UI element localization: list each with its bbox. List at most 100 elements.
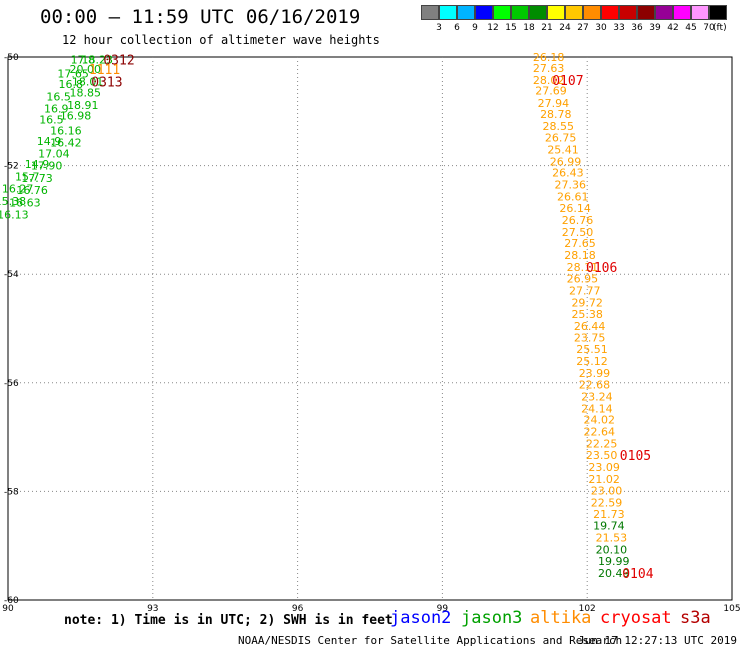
legend-swatch	[583, 5, 601, 20]
color-legend: 3 6 9 12 15 18 21 24 27 30 33 36 39 42 45 70 (ft)	[421, 5, 727, 34]
legend-label: 33	[613, 23, 625, 33]
wave-height-label: 16.5	[46, 91, 71, 104]
wave-height-label: 25.38	[571, 308, 603, 321]
wave-height-label: 27.94	[538, 97, 570, 110]
wave-height-label: 23.09	[588, 461, 620, 474]
sat-jason2: jason2	[390, 608, 452, 628]
wave-height-label: 29.72	[571, 296, 603, 309]
legend-label: 18	[523, 23, 535, 33]
wave-height-label: 14.9	[25, 158, 50, 171]
wave-height-label: 26.43	[552, 167, 584, 180]
wave-height-label: 22.59	[591, 496, 623, 509]
y-tick-label: -50	[4, 53, 19, 63]
wave-height-label: 26.75	[545, 131, 577, 144]
pass-time-label: 0104	[622, 567, 653, 582]
x-tick-label: 102	[579, 604, 596, 614]
legend-label: 12	[487, 23, 499, 33]
wave-height-label: 17.04	[38, 148, 70, 161]
wave-height-label: 20.00	[69, 63, 101, 76]
legend-swatch	[439, 5, 457, 20]
wave-height-label: 18.91	[67, 99, 99, 112]
wave-height-label: 27.77	[569, 284, 601, 297]
legend-swatch	[511, 5, 529, 20]
wave-height-label: 19.74	[593, 520, 625, 533]
wave-height-label: 26.95	[567, 273, 599, 286]
wave-height-label: 23.75	[574, 332, 606, 345]
wave-height-label: 21.02	[588, 473, 620, 486]
wave-height-label: 26.61	[557, 191, 589, 204]
pass-time-label: 0105	[620, 449, 651, 464]
wave-height-label: 25.12	[576, 355, 608, 368]
legend-swatches	[421, 5, 727, 20]
y-tick-label: -52	[4, 162, 19, 172]
wave-height-label: 17.8	[71, 54, 96, 67]
legend-swatch	[565, 5, 583, 20]
wave-height-label: 26.14	[559, 202, 591, 215]
legend-swatch	[709, 5, 727, 20]
legend-swatch	[655, 5, 673, 20]
x-tick-label: 90	[2, 604, 14, 614]
wave-height-label: 26.18	[533, 51, 565, 64]
y-tick-label: -54	[4, 270, 19, 280]
pass-time-label: 0312	[103, 54, 134, 69]
legend-swatch	[547, 5, 565, 20]
wave-height-label: 23.99	[579, 367, 611, 380]
wave-height-label: 16.42	[50, 136, 82, 149]
wave-height-label: 27.63	[533, 62, 565, 75]
legend-label: 15	[505, 23, 517, 33]
legend-swatch	[457, 5, 475, 20]
legend-labels: 3 6 9 12 15 18 21 24 27 30 33 36 39 42 45 70 (ft)	[421, 20, 727, 34]
footer-note: note: 1) Time is in UTC; 2) SWH is in fe…	[64, 613, 393, 628]
x-tick-label: 99	[437, 604, 449, 614]
plot-frame	[7, 56, 733, 601]
legend-swatch	[673, 5, 691, 20]
sat-altika: altika	[530, 608, 592, 628]
legend-label: 27	[577, 23, 589, 33]
wave-height-label: 28.02	[533, 74, 565, 87]
legend-label: 24	[559, 23, 571, 33]
sat-s3a: s3a	[680, 608, 711, 628]
wave-height-label: 16.13	[0, 208, 29, 221]
legend-label: 42	[667, 23, 679, 33]
legend-swatch	[475, 5, 493, 20]
legend-label: 3	[436, 23, 442, 33]
wave-height-label: 16.98	[60, 110, 92, 123]
wave-height-label: 28.18	[564, 249, 596, 262]
sat-cryosat: cryosat	[600, 608, 672, 628]
legend-label: 9	[472, 23, 478, 33]
wave-height-label: 28.11	[567, 261, 599, 274]
wave-height-label: 15.7	[15, 170, 40, 183]
wave-height-label: 19.99	[598, 555, 630, 568]
legend-label: 36	[631, 23, 643, 33]
wave-height-label: 27.65	[564, 237, 596, 250]
pass-time-label: 0106	[586, 261, 617, 276]
wave-height-label: 14.9	[37, 135, 62, 148]
legend-label: 39	[649, 23, 661, 33]
wave-height-label: 28.78	[540, 108, 572, 121]
wave-height-label: 16.5	[39, 113, 64, 126]
wave-height-label: 25.41	[547, 143, 579, 156]
legend-label: 45	[685, 23, 697, 33]
wave-height-label: 16.8	[58, 78, 83, 91]
wave-height-label: 28.55	[542, 120, 574, 133]
wave-height-label: 26.44	[574, 320, 606, 333]
wave-height-label: 26.99	[550, 155, 582, 168]
legend-swatch	[637, 5, 655, 20]
y-tick-label: -58	[4, 487, 19, 497]
legend-label: 21	[541, 23, 553, 33]
pass-time-label: 0313	[91, 75, 122, 90]
wave-height-label: 24.02	[584, 414, 616, 427]
wave-height-label: 16.63	[9, 197, 41, 210]
wave-height-label: 22.25	[586, 438, 618, 451]
wave-height-label: 25.51	[576, 343, 608, 356]
pass-time-label: 0107	[552, 74, 583, 89]
pass-time-label: 1111	[89, 63, 120, 78]
credit-line: NOAA/NESDIS Center for Satellite Applica…	[238, 634, 623, 647]
wave-height-label: 15.38	[0, 195, 26, 208]
legend-swatch	[529, 5, 547, 20]
chart-subtitle: 12 hour collection of altimeter wave hei…	[62, 33, 380, 47]
wave-height-label: 18.01	[72, 75, 104, 88]
wave-height-label: 17.90	[31, 160, 63, 173]
wave-height-label: 23.00	[591, 484, 623, 497]
